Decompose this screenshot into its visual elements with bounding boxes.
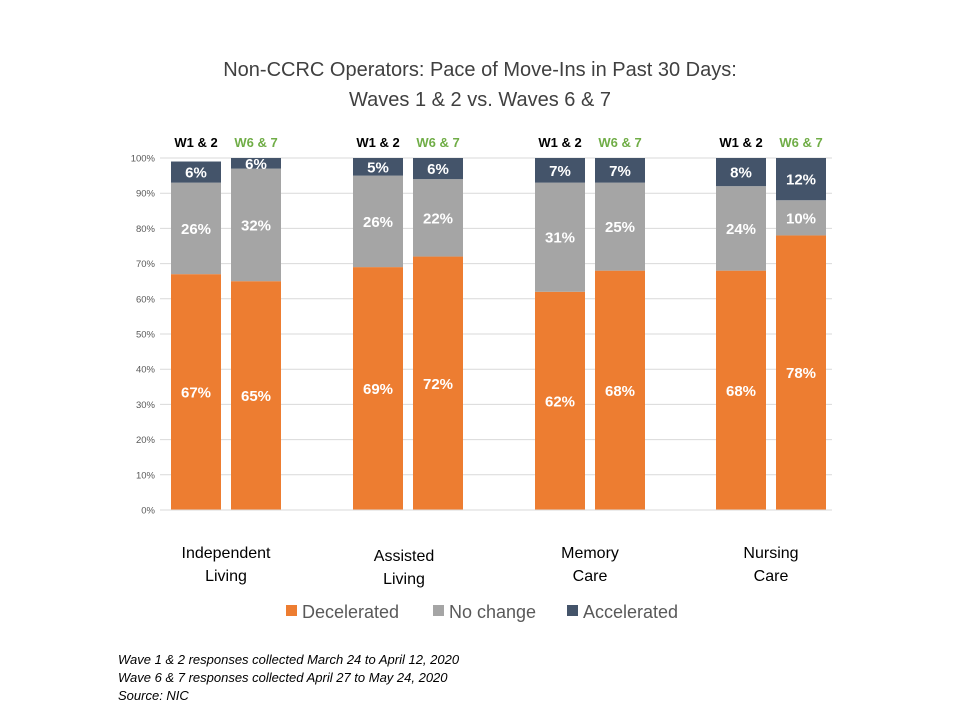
- bar-memory-care-w1-and-2-accelerated: [535, 158, 585, 183]
- wave-label-nursing-care-w6-and-7: W6 & 7: [779, 135, 822, 150]
- y-tick-label: 20%: [136, 435, 156, 446]
- bar-independent-living-w6-and-7-accelerated: [231, 158, 281, 169]
- data-label-independent-living-w6-and-7-no-change: 32%: [241, 217, 271, 234]
- bar-assisted-living-w6-and-7-decelerated: [413, 256, 463, 510]
- bar-assisted-living-w1-and-2-accelerated: [353, 158, 403, 176]
- data-label-memory-care-w1-and-2-no-change: 31%: [545, 230, 575, 247]
- data-label-independent-living-w1-and-2-no-change: 26%: [181, 221, 211, 238]
- data-label-assisted-living-w6-and-7-no-change: 22%: [423, 210, 453, 227]
- y-tick-label: 10%: [136, 470, 156, 481]
- bar-assisted-living-w6-and-7-no-change: [413, 179, 463, 257]
- legend-label-accelerated: Accelerated: [583, 602, 678, 622]
- wave-label-assisted-living-w1-and-2: W1 & 2: [356, 135, 399, 150]
- legend-label-decelerated: Decelerated: [302, 602, 399, 622]
- wave-label-assisted-living-w6-and-7: W6 & 7: [416, 135, 459, 150]
- data-label-nursing-care-w6-and-7-decelerated: 78%: [786, 365, 816, 382]
- bar-nursing-care-w1-and-2-accelerated: [716, 158, 766, 187]
- y-tick-label: 90%: [136, 189, 156, 200]
- data-label-memory-care-w6-and-7-decelerated: 68%: [605, 383, 635, 400]
- data-label-nursing-care-w1-and-2-accelerated: 8%: [730, 165, 752, 182]
- data-label-assisted-living-w1-and-2-no-change: 26%: [363, 214, 393, 231]
- data-label-memory-care-w6-and-7-no-change: 25%: [605, 219, 635, 236]
- chart-title: Non-CCRC Operators: Pace of Move-Ins in …: [0, 55, 960, 115]
- category-label-assisted-living: Assisted: [374, 548, 434, 565]
- wave-label-nursing-care-w1-and-2: W1 & 2: [719, 135, 762, 150]
- bar-nursing-care-w6-and-7-decelerated: [776, 235, 826, 510]
- y-tick-label: 100%: [131, 154, 156, 165]
- data-label-memory-care-w1-and-2-accelerated: 7%: [549, 163, 571, 180]
- category-label-memory-care: Care: [573, 568, 608, 585]
- bar-memory-care-w1-and-2-decelerated: [535, 291, 585, 510]
- bar-assisted-living-w6-and-7-accelerated: [413, 158, 463, 180]
- data-label-assisted-living-w1-and-2-decelerated: 69%: [363, 381, 393, 398]
- data-label-assisted-living-w1-and-2-accelerated: 5%: [367, 159, 389, 176]
- bar-independent-living-w1-and-2-no-change: [171, 182, 221, 275]
- bar-independent-living-w1-and-2-decelerated: [171, 274, 221, 510]
- y-tick-label: 30%: [136, 400, 156, 411]
- wave-label-independent-living-w1-and-2: W1 & 2: [174, 135, 217, 150]
- data-label-independent-living-w1-and-2-accelerated: 6%: [185, 165, 207, 182]
- y-tick-label: 40%: [136, 365, 156, 376]
- bar-memory-care-w1-and-2-no-change: [535, 182, 585, 292]
- wave-label-memory-care-w1-and-2: W1 & 2: [538, 135, 581, 150]
- legend-swatch-no-change: [433, 605, 444, 616]
- data-label-nursing-care-w6-and-7-no-change: 10%: [786, 210, 816, 227]
- data-label-independent-living-w6-and-7-accelerated: 6%: [245, 156, 267, 173]
- bar-nursing-care-w1-and-2-decelerated: [716, 270, 766, 510]
- y-tick-label: 0%: [141, 506, 155, 517]
- y-tick-label: 70%: [136, 259, 156, 270]
- footnote-wave-1-2: Wave 1 & 2 responses collected March 24 …: [118, 652, 460, 667]
- footnote-wave-6-7: Wave 6 & 7 responses collected April 27 …: [118, 670, 448, 685]
- data-label-nursing-care-w1-and-2-no-change: 24%: [726, 221, 756, 238]
- y-tick-label: 50%: [136, 330, 156, 341]
- category-label-memory-care: Memory: [561, 545, 619, 562]
- category-label-nursing-care: Care: [754, 568, 789, 585]
- bar-independent-living-w6-and-7-decelerated: [231, 281, 281, 510]
- bar-memory-care-w6-and-7-decelerated: [595, 270, 645, 510]
- bar-nursing-care-w1-and-2-no-change: [716, 186, 766, 271]
- legend-swatch-accelerated: [567, 605, 578, 616]
- category-label-assisted-living: Living: [383, 571, 425, 588]
- y-tick-label: 80%: [136, 224, 156, 235]
- category-label-independent-living: Living: [205, 568, 247, 585]
- chart-title-line-1: Non-CCRC Operators: Pace of Move-Ins in …: [223, 59, 737, 81]
- bar-nursing-care-w6-and-7-accelerated: [776, 158, 826, 201]
- data-label-memory-care-w1-and-2-decelerated: 62%: [545, 393, 575, 410]
- y-tick-label: 60%: [136, 294, 156, 305]
- bar-memory-care-w6-and-7-accelerated: [595, 158, 645, 183]
- bar-memory-care-w6-and-7-no-change: [595, 182, 645, 271]
- data-label-memory-care-w6-and-7-accelerated: 7%: [609, 163, 631, 180]
- wave-label-memory-care-w6-and-7: W6 & 7: [598, 135, 641, 150]
- bar-assisted-living-w1-and-2-decelerated: [353, 267, 403, 510]
- legend-swatch-decelerated: [286, 605, 297, 616]
- category-label-nursing-care: Nursing: [743, 545, 798, 562]
- category-label-independent-living: Independent: [182, 545, 272, 562]
- data-label-assisted-living-w6-and-7-decelerated: 72%: [423, 376, 453, 393]
- bar-assisted-living-w1-and-2-no-change: [353, 175, 403, 268]
- wave-label-independent-living-w6-and-7: W6 & 7: [234, 135, 277, 150]
- chart-title-line-2: Waves 1 & 2 vs. Waves 6 & 7: [349, 89, 611, 111]
- data-label-independent-living-w6-and-7-decelerated: 65%: [241, 388, 271, 405]
- bar-nursing-care-w6-and-7-no-change: [776, 200, 826, 236]
- bar-independent-living-w1-and-2-accelerated: [171, 161, 221, 183]
- data-label-nursing-care-w6-and-7-accelerated: 12%: [786, 172, 816, 189]
- data-label-independent-living-w1-and-2-decelerated: 67%: [181, 385, 211, 402]
- data-label-nursing-care-w1-and-2-decelerated: 68%: [726, 383, 756, 400]
- bar-independent-living-w6-and-7-no-change: [231, 168, 281, 282]
- data-label-assisted-living-w6-and-7-accelerated: 6%: [427, 161, 449, 178]
- legend-label-no-change: No change: [449, 602, 536, 622]
- footnote-source: Source: NIC: [118, 688, 189, 703]
